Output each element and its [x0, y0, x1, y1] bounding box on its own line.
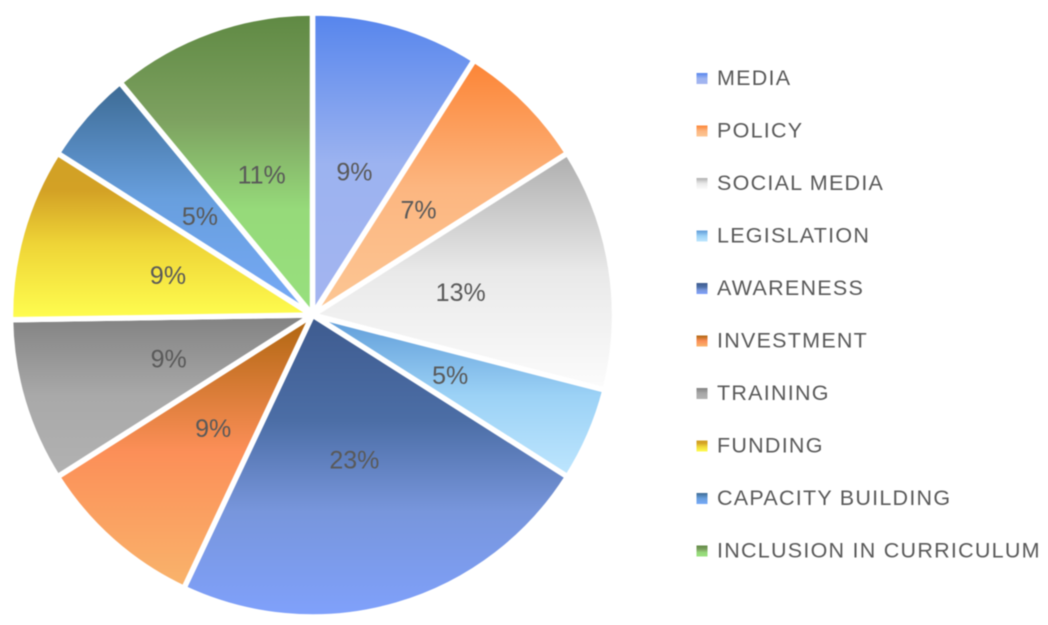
svg-text:MEDIA: MEDIA [717, 66, 791, 90]
svg-text:INCLUSION IN CURRICULUM: INCLUSION IN CURRICULUM [717, 539, 1041, 563]
svg-text:11%: 11% [238, 161, 286, 189]
svg-text:SOCIAL MEDIA: SOCIAL MEDIA [717, 171, 884, 195]
svg-text:LEGISLATION: LEGISLATION [717, 224, 870, 248]
svg-text:9%: 9% [151, 346, 187, 374]
svg-text:9%: 9% [150, 262, 186, 290]
svg-text:AWARENESS: AWARENESS [717, 276, 864, 300]
svg-text:INVESTMENT: INVESTMENT [717, 329, 868, 353]
svg-text:5%: 5% [182, 203, 218, 231]
svg-text:7%: 7% [401, 196, 437, 224]
svg-text:CAPACITY BUILDING: CAPACITY BUILDING [717, 486, 951, 510]
svg-text:POLICY: POLICY [717, 119, 803, 143]
svg-text:9%: 9% [336, 158, 372, 186]
svg-text:TRAINING: TRAINING [717, 381, 830, 405]
svg-text:5%: 5% [432, 362, 468, 390]
svg-text:FUNDING: FUNDING [717, 434, 824, 458]
svg-text:23%: 23% [329, 447, 379, 475]
svg-text:13%: 13% [436, 279, 486, 307]
svg-text:9%: 9% [195, 415, 231, 443]
